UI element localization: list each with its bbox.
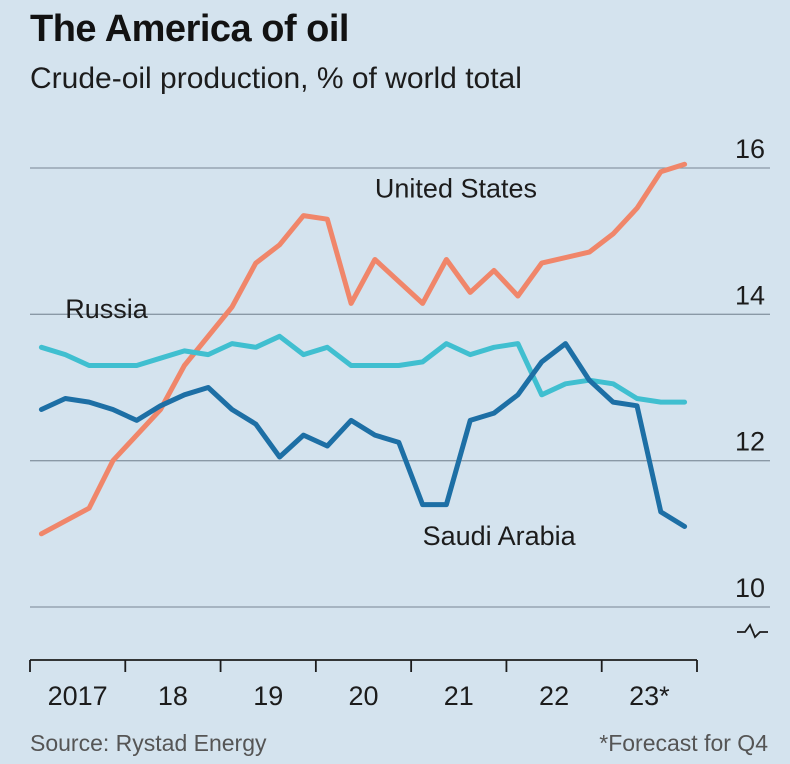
gridlines <box>30 167 770 608</box>
x-tick-label: 21 <box>444 681 474 711</box>
axis-break-icon <box>737 623 768 639</box>
y-axis-ticks: 10 12 14 16 <box>735 134 768 639</box>
series-line-united-states <box>38 161 688 537</box>
y-tick-label: 10 <box>735 573 765 603</box>
x-tick-label: 19 <box>253 681 283 711</box>
series-line-saudi-arabia <box>38 341 688 529</box>
chart-title: The America of oil <box>30 8 350 50</box>
x-tick-label: 23* <box>629 681 670 711</box>
x-axis: 2017 18 19 20 21 22 23* <box>29 659 698 711</box>
y-tick-label: 16 <box>735 134 765 164</box>
x-tick-label: 22 <box>539 681 569 711</box>
series-labels: United States Russia Saudi Arabia <box>65 173 576 551</box>
forecast-footnote: *Forecast for Q4 <box>599 730 768 756</box>
series-label-united-states: United States <box>375 173 537 203</box>
source-note: Source: Rystad Energy <box>30 730 267 756</box>
x-tick-label: 20 <box>348 681 378 711</box>
x-tick-label: 2017 <box>48 681 108 711</box>
y-tick-label: 12 <box>735 427 765 457</box>
y-tick-label: 14 <box>735 280 765 310</box>
series-lines <box>38 161 688 537</box>
series-label-russia: Russia <box>65 294 149 324</box>
series-label-saudi-arabia: Saudi Arabia <box>423 521 577 551</box>
chart-subtitle: Crude-oil production, % of world total <box>30 62 522 95</box>
x-tick-label: 18 <box>158 681 188 711</box>
series-line-russia <box>38 333 688 405</box>
